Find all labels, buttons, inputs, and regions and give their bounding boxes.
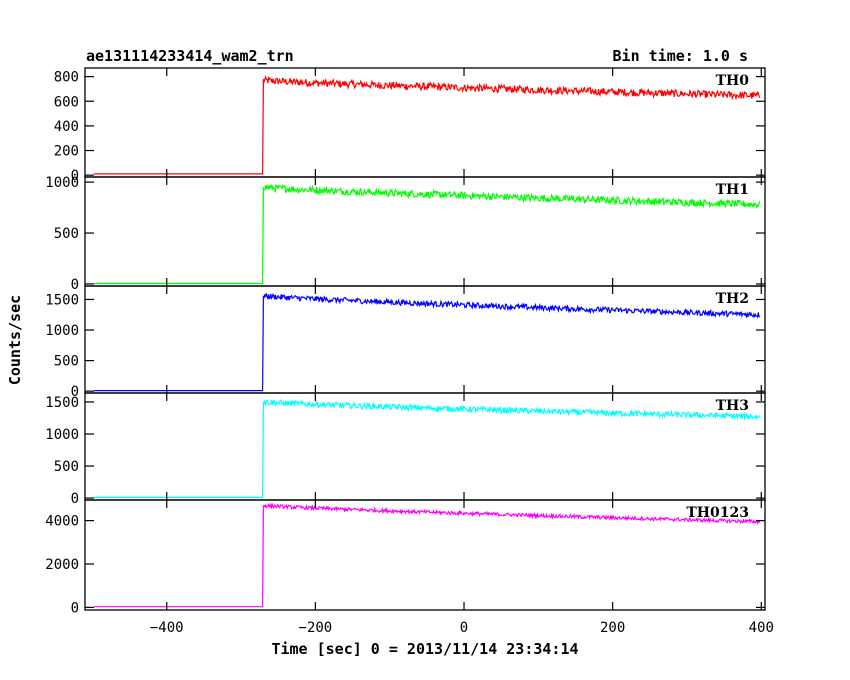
y-tick-label: 1500 [45, 395, 79, 411]
series-line-th2 [93, 293, 761, 392]
panel-label-th0123: TH0123 [686, 505, 749, 521]
y-tick-label: 1000 [45, 427, 79, 443]
x-tick-label: −400 [150, 620, 184, 636]
y-tick-label: 500 [54, 226, 79, 242]
panel-label-th0: TH0 [716, 73, 750, 89]
x-tick-label: 200 [600, 620, 625, 636]
y-tick-label: 600 [54, 94, 79, 110]
panel-label-th1: TH1 [716, 182, 749, 198]
y-tick-label: 200 [54, 144, 79, 160]
panel-frame-th0 [84, 67, 766, 178]
panel-label-th2: TH2 [716, 291, 749, 307]
panel-frame-th3 [84, 392, 766, 501]
y-tick-label: 500 [54, 354, 79, 370]
chart-title: ae131114233414_wam2_trn [86, 47, 294, 65]
series-line-th3 [93, 398, 761, 498]
panel-frame-th1 [84, 176, 766, 287]
y-axis-label: Counts/sec [6, 295, 24, 385]
y-tick-label: 0 [71, 600, 79, 616]
series-line-th0123 [93, 502, 761, 608]
y-tick-label: 500 [54, 459, 79, 475]
y-tick-label: 1500 [45, 292, 79, 308]
y-tick-label: 4000 [45, 514, 79, 530]
y-tick-label: 0 [71, 168, 79, 184]
series-line-th0 [93, 74, 761, 175]
x-axis-label: Time [sec] 0 = 2013/11/14 23:34:14 [271, 640, 578, 658]
y-tick-label: 0 [71, 491, 79, 507]
y-tick-label: 0 [71, 277, 79, 293]
y-tick-label: 1000 [45, 323, 79, 339]
y-tick-label: 0 [71, 384, 79, 400]
panels-group: 0 200 400 600 800 TH0 0 500 1000 TH1 0 500 1000 1500 T… [45, 67, 774, 636]
x-tick-label: 400 [749, 620, 774, 636]
y-tick-label: 2000 [45, 557, 79, 573]
x-tick-label: −200 [299, 620, 333, 636]
series-line-th1 [93, 183, 761, 285]
y-tick-label: 800 [54, 70, 79, 86]
bin-time-label: Bin time: 1.0 s [613, 47, 748, 65]
panel-label-th3: TH3 [716, 398, 749, 414]
panel-frame-th0123 [84, 499, 766, 611]
y-tick-label: 1000 [45, 175, 79, 191]
x-tick-label: 0 [460, 620, 468, 636]
y-tick-label: 400 [54, 119, 79, 135]
panel-frame-th2 [84, 285, 766, 394]
